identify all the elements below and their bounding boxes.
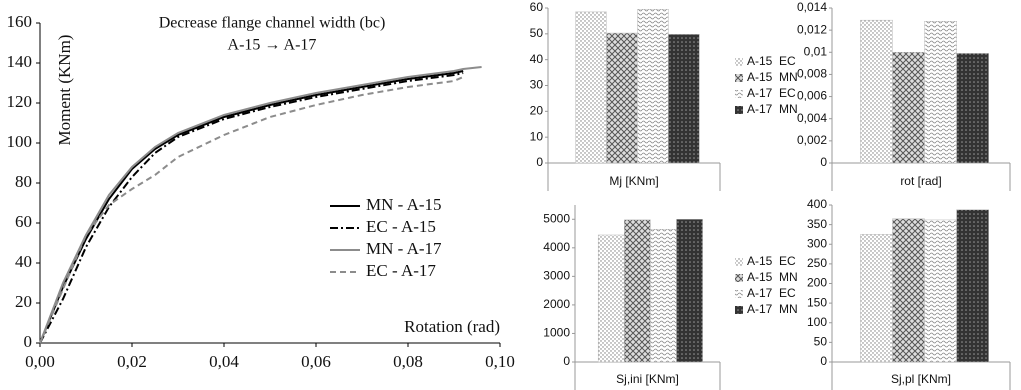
y-tick-label: 120: [7, 92, 33, 111]
y-tick-label: 0: [820, 354, 827, 368]
y-tick-label: 1000: [543, 326, 570, 340]
legend-swatch: [735, 58, 743, 66]
x-axis-label: Sj,pl [KNm]: [891, 372, 951, 386]
bar: [676, 219, 703, 363]
y-tick-label: 200: [807, 276, 827, 290]
x-tick-label: 0,00: [25, 352, 55, 371]
y-tick-label: 10: [530, 129, 544, 143]
y-tick-label: 0: [536, 155, 543, 169]
legend-label: MN - A-17: [366, 239, 442, 258]
y-tick-label: 0,004: [797, 111, 827, 125]
y-tick-label: 80: [15, 172, 32, 191]
y-tick-label: 60: [530, 0, 544, 14]
legend-label: MN - A-15: [366, 195, 442, 214]
legend-label: A-15 MN: [747, 70, 798, 84]
y-tick-label: 160: [7, 12, 33, 31]
bar: [956, 53, 989, 164]
y-tick-label: 400: [807, 197, 827, 211]
bar: [650, 229, 677, 363]
y-tick-label: 0,006: [797, 89, 827, 103]
legend-label: EC - A-17: [366, 261, 436, 280]
y-tick-label: 40: [15, 252, 32, 271]
x-axis-label: rot [rad]: [900, 174, 941, 188]
y-tick-label: 0,01: [804, 44, 828, 58]
chart-title: Decrease flange channel width (bc): [159, 15, 386, 32]
x-tick-label: 0,02: [117, 352, 147, 371]
y-tick-label: 60: [15, 212, 32, 231]
y-tick-label: 20: [530, 104, 544, 118]
series-line: [39, 76, 464, 344]
x-tick-label: 0,08: [393, 352, 423, 371]
y-tick-label: 100: [7, 132, 33, 151]
legend-label: A-15 EC: [747, 254, 796, 268]
legend-swatch: [735, 106, 743, 114]
y-tick-label: 350: [807, 217, 827, 231]
legend-swatch: [735, 306, 743, 314]
bar: [575, 11, 607, 164]
y-tick-label: 0,014: [797, 0, 827, 14]
legend-label: A-17 EC: [747, 286, 796, 300]
y-tick-label: 150: [807, 295, 827, 309]
chart-subtitle: A-15 → A-17: [228, 37, 317, 54]
bar: [606, 32, 638, 164]
bar: [956, 209, 989, 363]
bar: [892, 218, 925, 363]
y-tick-label: 30: [530, 78, 544, 92]
bar: [860, 19, 893, 164]
x-tick-label: 0,04: [209, 352, 239, 371]
series-line: [39, 72, 464, 344]
y-tick-label: 50: [530, 26, 544, 40]
y-tick-label: 0,008: [797, 67, 827, 81]
legend-label: A-17 MN: [747, 302, 798, 316]
legend-swatch: [735, 74, 743, 82]
y-tick-label: 40: [530, 52, 544, 66]
legend-swatch: [735, 290, 743, 298]
y-tick-label: 0: [820, 155, 827, 169]
y-tick-label: 5000: [543, 211, 570, 225]
y-tick-label: 2000: [543, 297, 570, 311]
series-line: [39, 70, 464, 344]
y-tick-label: 250: [807, 256, 827, 270]
y-tick-label: 0,012: [797, 22, 827, 36]
legend-swatch: [735, 90, 743, 98]
bar: [860, 234, 893, 363]
y-axis-label: Moment (KNm): [55, 35, 74, 146]
y-tick-label: 300: [807, 236, 827, 250]
bar: [924, 21, 957, 164]
y-tick-label: 100: [807, 315, 827, 329]
x-axis-label: Mj [KNm]: [609, 174, 658, 188]
y-tick-label: 4000: [543, 240, 570, 254]
bar: [597, 234, 625, 363]
legend-label: A-17 MN: [747, 102, 798, 116]
x-axis-label: Sj,ini [KNm]: [616, 372, 679, 386]
legend-label: A-17 EC: [747, 86, 796, 100]
legend-label: A-15 MN: [747, 270, 798, 284]
bar: [668, 34, 700, 164]
series-line: [39, 66, 482, 344]
legend-swatch: [735, 258, 743, 266]
legend-swatch: [735, 274, 743, 282]
x-tick-label: 0,10: [485, 352, 515, 371]
y-tick-label: 3000: [543, 269, 570, 283]
y-tick-label: 140: [7, 52, 33, 71]
y-tick-label: 0: [24, 332, 33, 351]
bar: [892, 52, 925, 164]
x-axis-label: Rotation (rad): [404, 317, 500, 336]
y-tick-label: 0,002: [797, 133, 827, 147]
bar: [637, 9, 669, 164]
legend-label: A-15 EC: [747, 54, 796, 68]
legend-label: EC - A-15: [366, 217, 436, 236]
y-tick-label: 0: [563, 354, 570, 368]
y-tick-label: 50: [814, 335, 828, 349]
x-tick-label: 0,06: [301, 352, 331, 371]
bar: [924, 219, 957, 363]
bar: [624, 219, 651, 363]
y-tick-label: 20: [15, 292, 32, 311]
